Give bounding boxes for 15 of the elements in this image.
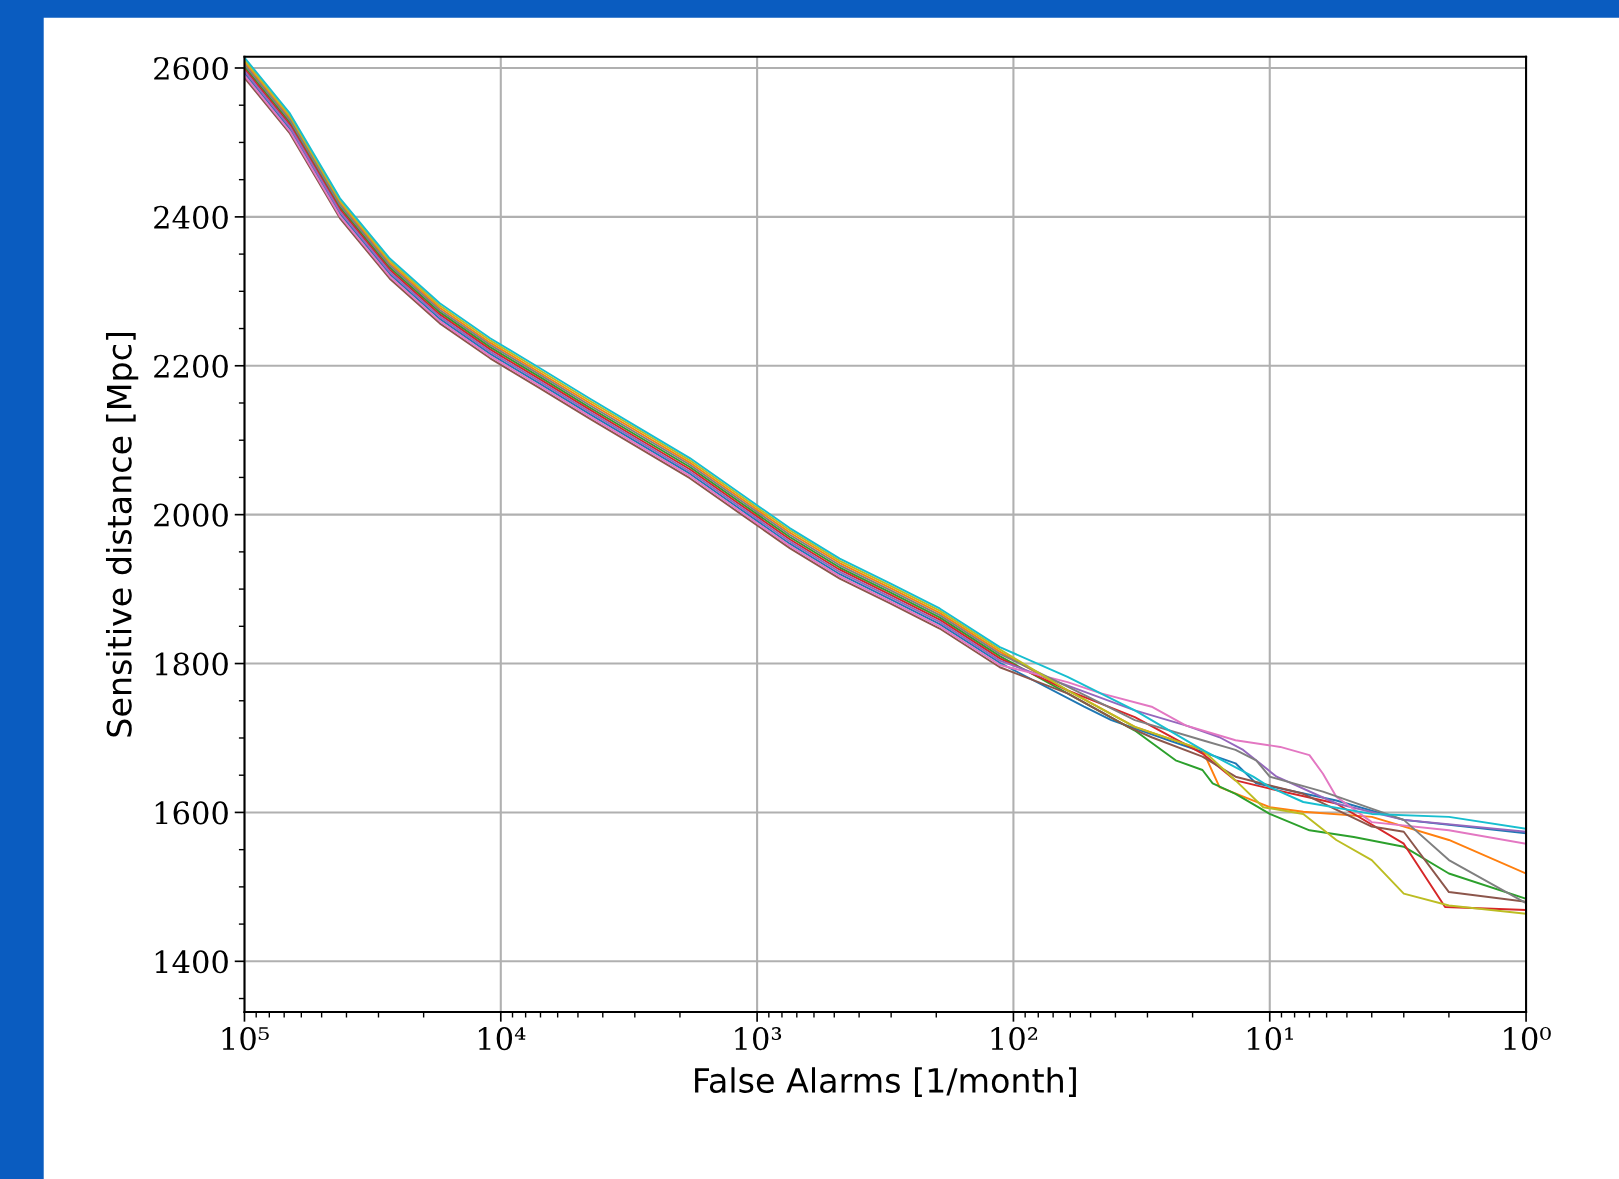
y-tick-label: 2200	[154, 354, 228, 378]
x-tick-label: 10⁴	[478, 1027, 526, 1051]
x-tick-label: 10⁰	[1504, 1027, 1551, 1051]
y-tick-label: 2000	[154, 503, 228, 527]
x-tick-label: 10³	[735, 1027, 782, 1051]
y-tick-label: 2600	[154, 56, 228, 81]
y-tick-label: 1600	[155, 801, 228, 825]
y-tick-label: 1800	[155, 652, 228, 676]
x-tick-label: 10¹	[1247, 1027, 1293, 1051]
x-axis-title: False Alarms [1/month]	[695, 1067, 1076, 1097]
x-tick-label: 10²	[991, 1027, 1038, 1051]
y-axis-title: Sensitive distance [Mpc]	[105, 332, 139, 737]
x-tick-label: 10⁵	[222, 1027, 269, 1051]
y-tick-label: 2400	[154, 205, 228, 229]
y-tick-label: 1400	[155, 950, 228, 974]
